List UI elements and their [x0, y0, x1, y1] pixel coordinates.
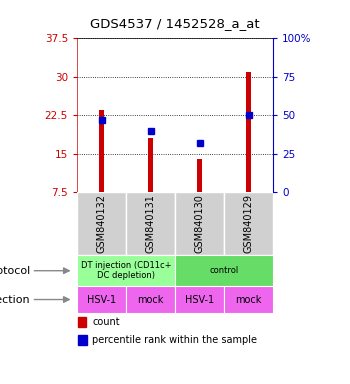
Bar: [78, 317, 86, 327]
Bar: [246, 72, 251, 192]
Bar: [148, 138, 153, 192]
Text: GSM840130: GSM840130: [195, 194, 204, 253]
Bar: [175, 286, 224, 313]
Text: mock: mock: [137, 295, 164, 305]
Text: GSM840132: GSM840132: [97, 194, 106, 253]
Text: GDS4537 / 1452528_a_at: GDS4537 / 1452528_a_at: [90, 17, 260, 30]
Text: HSV-1: HSV-1: [87, 295, 116, 305]
Bar: [77, 255, 175, 286]
Text: DT injection (CD11c+
DC depletion): DT injection (CD11c+ DC depletion): [81, 261, 171, 280]
Text: GSM840131: GSM840131: [146, 194, 155, 253]
Text: protocol: protocol: [0, 266, 30, 276]
Bar: [175, 255, 273, 286]
Text: count: count: [92, 317, 120, 327]
Bar: [224, 192, 273, 255]
Text: control: control: [209, 266, 239, 275]
Text: HSV-1: HSV-1: [185, 295, 214, 305]
Text: percentile rank within the sample: percentile rank within the sample: [92, 335, 257, 345]
Bar: [77, 192, 126, 255]
Text: mock: mock: [235, 295, 262, 305]
Bar: [126, 286, 175, 313]
Bar: [175, 192, 224, 255]
Text: infection: infection: [0, 295, 30, 305]
Bar: [78, 335, 87, 345]
Bar: [99, 110, 104, 192]
Text: GSM840129: GSM840129: [244, 194, 253, 253]
Bar: [197, 159, 202, 192]
Bar: [77, 286, 126, 313]
Bar: [224, 286, 273, 313]
Bar: [126, 192, 175, 255]
